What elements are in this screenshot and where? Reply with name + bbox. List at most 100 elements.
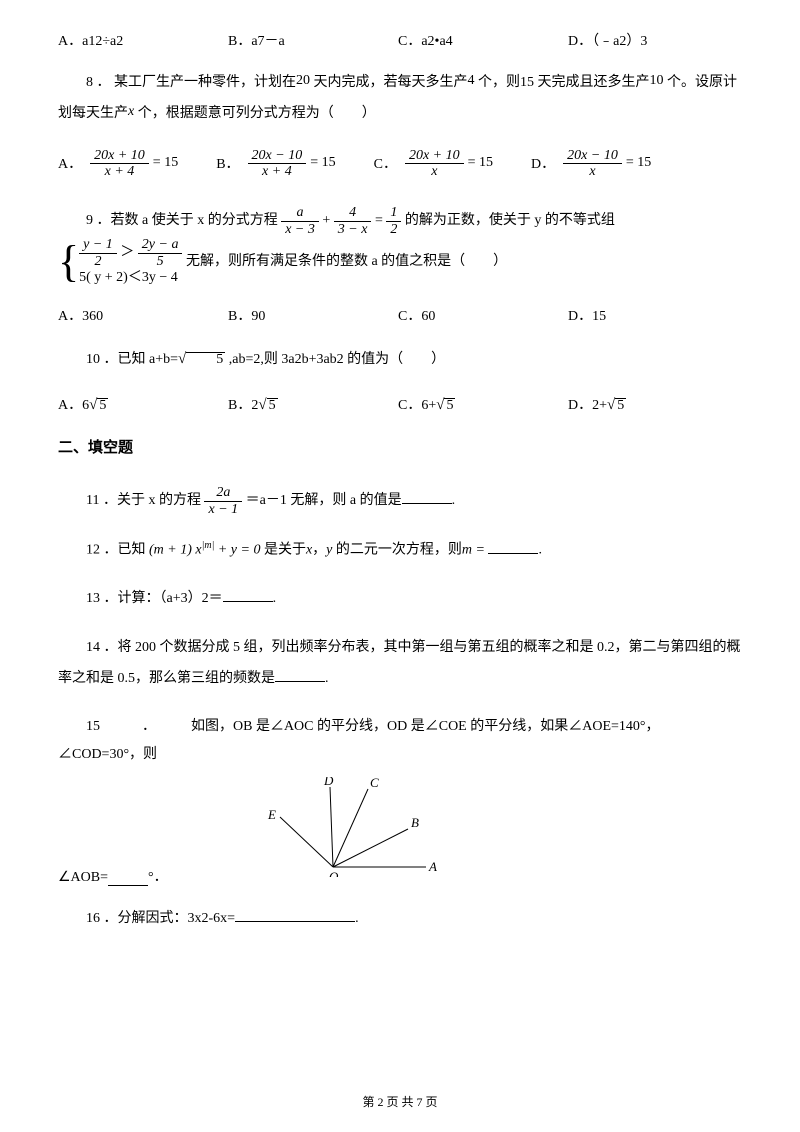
q7-opt-d: D．（﹣a2）3 (568, 30, 647, 50)
q9-f1: a x − 3 (281, 205, 319, 237)
q10a-r: 5 (97, 398, 108, 413)
q11-t1: 11 ．关于 x 的方程 (86, 493, 201, 508)
q10-opt-b: B．2√5 (228, 394, 398, 414)
q8d-num: 20x − 10 (563, 148, 622, 164)
q8a-eq: = 15 (153, 155, 178, 171)
q9-s1rd: 5 (138, 254, 183, 269)
q9-s1gt: ＞ (120, 245, 134, 260)
q15-deg: °． (148, 866, 168, 886)
q9-f2n: 4 (334, 205, 372, 221)
sqrt-icon: √ (89, 397, 97, 413)
q15: 15 ． 如图，OB 是∠AOC 的平分线，OD 是∠COE 的平分线，如果∠A… (58, 713, 742, 886)
q10a-l: A． (58, 398, 82, 413)
q12-t1: 12 ．已知 (86, 543, 146, 558)
q8a-den: x + 4 (90, 164, 149, 179)
blank-input[interactable] (223, 588, 273, 602)
q8-n4: 4 (468, 73, 475, 88)
q13-t: 13 ．计算：（a+3）2＝ (86, 591, 223, 606)
q9-plus: + (322, 213, 330, 228)
q9-s1rn: 2y − a (138, 237, 183, 253)
q9-s1r: 2y − a 5 (138, 237, 183, 269)
q7-opt-c: C．a2•a4 (398, 30, 568, 50)
q10c-l: C．6+ (398, 398, 436, 413)
q13-p: . (273, 591, 277, 606)
q9-t3: 无解，则所有满足条件的整数 a 的值之积是（ ） (186, 254, 507, 269)
svg-text:A: A (428, 859, 437, 874)
q10-opt-c: C．6+√5 (398, 394, 568, 414)
page-footer: 第 2 页 共 7 页 (0, 1093, 800, 1110)
q8-t1: 某工厂生产一种零件，计划在 (114, 75, 296, 90)
q9-opt-a: A．360 (58, 305, 228, 325)
q14-text: 14 ．将 200 个数据分成 5 组，列出频率分布表，其中第一组与第五组的概率… (58, 633, 742, 695)
q10-t1: 10 ．已知 a+b= (86, 352, 178, 367)
q9-t2: 的解为正数，使关于 y 的不等式组 (405, 213, 615, 228)
q9-opt-d: D．15 (568, 305, 606, 325)
q10-options: A．6√5 B．2√5 C．6+√5 D．2+√5 (58, 394, 742, 414)
sqrt-icon: √ (258, 397, 266, 413)
q11-frac: 2a x − 1 (204, 485, 242, 517)
q8-n20: 20 (296, 73, 310, 88)
q10d-l: D．2+ (568, 398, 607, 413)
q10-opt-d: D．2+√5 (568, 394, 626, 414)
q9-l1: 9 ．若数 a 使关于 x 的分式方程 (86, 213, 278, 228)
sqrt-icon: √ (607, 397, 615, 413)
blank-input[interactable] (275, 668, 325, 682)
blank-input[interactable] (108, 872, 148, 886)
sqrt-icon: √ (178, 351, 186, 367)
q16-t: 16 ．分解因式：3x2-6x= (86, 911, 235, 926)
q8-label: 8 ． (86, 75, 111, 90)
q9-system: { y − 1 2 ＞ 2y − a 5 5( y + 2)＜3y − 4 (58, 237, 182, 287)
q11-text: 11 ．关于 x 的方程 2a x − 1 ＝a－1 无解，则 a 的值是. (58, 485, 742, 517)
q10-text: 10 ．已知 a+b=√5 ,ab=2,则 3a2b+3ab2 的值为（ ） (58, 343, 742, 376)
q10-rad: 5 (186, 352, 225, 367)
section-title-2: 二、填空题 (58, 436, 742, 457)
q12-text: 12 ．已知 (m + 1) x|m| + y = 0 是关于x，y 的二元一次… (58, 535, 742, 566)
q8-n15: 15 (520, 75, 534, 90)
brace-icon: { (58, 240, 79, 284)
blank-input[interactable] (488, 540, 538, 554)
q12-er: + y = 0 (214, 543, 260, 558)
blank-input[interactable] (402, 490, 452, 504)
q15-line2: ∠AOB=°． ABCDEO (58, 773, 742, 886)
q8d-label: D． (531, 153, 555, 173)
q9-f3: 1 2 (386, 205, 401, 237)
sqrt-icon: √ (436, 397, 444, 413)
q8c-frac: 20x + 10 x (405, 148, 464, 180)
q8d-eq: = 15 (626, 155, 651, 171)
q7-opt-b: B．a7－a (228, 30, 398, 50)
q8c-num: 20x + 10 (405, 148, 464, 164)
q8a-frac: 20x + 10 x + 4 (90, 148, 149, 180)
q12-el: (m + 1) x (149, 543, 202, 558)
q13-text: 13 ．计算：（a+3）2＝. (58, 584, 742, 615)
q10-t2: ,ab=2,则 3a2b+3ab2 的值为（ ） (229, 352, 445, 367)
q11-t2: ＝a－1 无解，则 a 的值是 (246, 493, 402, 508)
q10b-l: B． (228, 398, 251, 413)
q9-options: A．360 B．90 C．60 D．15 (58, 305, 742, 325)
svg-text:D: D (323, 777, 334, 788)
q9-sys1: y − 1 2 ＞ 2y − a 5 (79, 237, 182, 269)
q9-eq: = (375, 213, 383, 228)
q9-s1l: y − 1 2 (79, 237, 117, 269)
q12-t3: 的二元一次方程，则 (336, 543, 462, 558)
q8-t4: 天完成且还多生产 (538, 75, 650, 90)
svg-text:C: C (370, 777, 379, 790)
blank-input[interactable] (235, 908, 355, 922)
q10-opt-a: A．6√5 (58, 394, 228, 414)
q7-options: A．a12÷a2 B．a7－a C．a2•a4 D．（﹣a2）3 (58, 30, 742, 50)
q8b-num: 20x − 10 (248, 148, 307, 164)
q16-text: 16 ．分解因式：3x2-6x=. (58, 904, 742, 935)
q8b-den: x + 4 (248, 164, 307, 179)
q8d-frac: 20x − 10 x (563, 148, 622, 180)
angle-diagram-icon: ABCDEO (258, 777, 438, 877)
q12-p: . (538, 543, 542, 558)
q11-num: 2a (204, 485, 242, 501)
q12-comma: ， (312, 543, 326, 558)
q11-den: x − 1 (204, 502, 242, 517)
q15-t1: 15 ． 如图，OB 是∠AOC 的平分线，OD 是∠COE 的平分线，如果∠A… (58, 713, 742, 769)
q8c-label: C． (374, 153, 397, 173)
svg-text:E: E (267, 807, 276, 822)
q7-opt-a: A．a12÷a2 (58, 30, 228, 50)
svg-text:O: O (329, 869, 339, 877)
q8a-num: 20x + 10 (90, 148, 149, 164)
q14-p: . (325, 671, 329, 686)
